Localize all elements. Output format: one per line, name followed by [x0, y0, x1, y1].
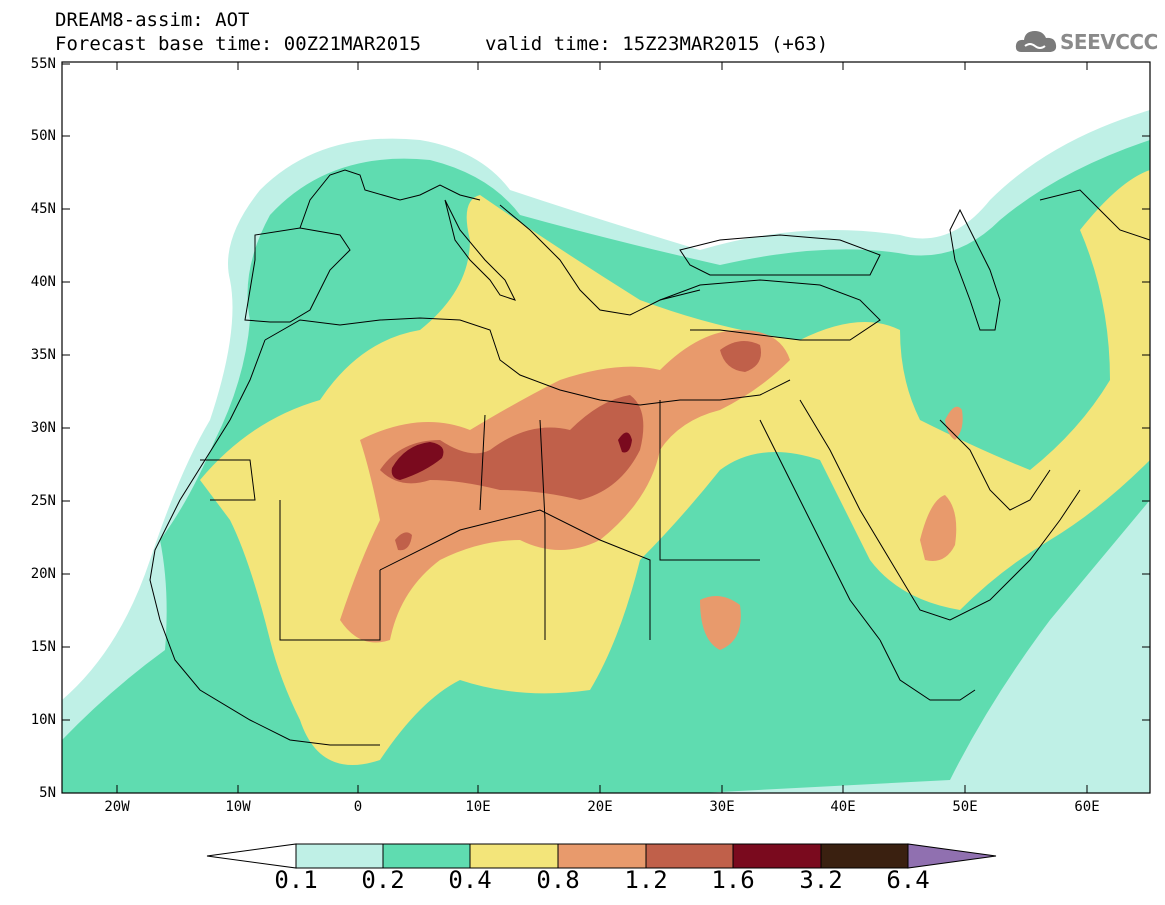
map-title: DREAM8-assim: AOT — [55, 9, 250, 31]
colorbar-bin-2 — [382, 843, 471, 869]
colorbar-bin-7 — [820, 843, 909, 869]
valid-time: valid time: 15Z23MAR2015 (+63) — [485, 33, 829, 55]
colorbar-label-1-2: 1.2 — [624, 866, 668, 894]
lon-label-30e: 30E — [709, 799, 735, 815]
colorbar-label-0-2: 0.2 — [361, 866, 405, 894]
lat-label-20n: 20N — [30, 566, 56, 582]
colorbar-label-0-4: 0.4 — [448, 866, 492, 894]
colorbar-label-0-8: 0.8 — [536, 866, 580, 894]
colorbar-bin-5 — [645, 843, 734, 869]
axis-ticks — [62, 62, 1150, 793]
colorbar-label-0-1: 0.1 — [274, 866, 318, 894]
forecast-base-time: Forecast base time: 00Z21MAR2015 — [55, 33, 422, 55]
lon-label-10e: 10E — [465, 799, 491, 815]
lat-label-15n: 15N — [30, 639, 56, 655]
colorbar-bin-6 — [732, 843, 822, 869]
lat-label-40n: 40N — [30, 274, 56, 290]
colorbar-label-6-4: 6.4 — [886, 866, 930, 894]
colorbar — [206, 843, 997, 869]
lat-label-45n: 45N — [30, 201, 56, 217]
cloud-icon — [1015, 31, 1057, 52]
lon-label-20e: 20E — [587, 799, 613, 815]
colorbar-bin-4 — [557, 843, 647, 869]
lat-label-30n: 30N — [30, 420, 56, 436]
lat-label-25n: 25N — [30, 493, 56, 509]
lon-label-50e: 50E — [952, 799, 978, 815]
lat-label-10n: 10N — [30, 712, 56, 728]
lon-label-0: 0 — [353, 799, 363, 815]
lat-label-50n: 50N — [30, 128, 56, 144]
lat-label-55n: 55N — [30, 56, 56, 72]
seevccc-logo — [1015, 31, 1057, 52]
colorbar-bin-1 — [295, 843, 384, 869]
colorbar-label-3-2: 3.2 — [799, 866, 843, 894]
colorbar-high-arrow — [907, 843, 997, 869]
colorbar-label-1-6: 1.6 — [711, 866, 755, 894]
lon-label-10w: 10W — [225, 799, 251, 815]
lat-label-5n: 5N — [39, 785, 56, 801]
colorbar-low-arrow — [206, 843, 297, 869]
colorbar-bin-3 — [469, 843, 559, 869]
coastlines-borders — [149, 169, 1150, 746]
lat-label-35n: 35N — [30, 347, 56, 363]
lon-label-60e: 60E — [1074, 799, 1100, 815]
lon-label-20w: 20W — [104, 799, 130, 815]
lon-label-40e: 40E — [830, 799, 856, 815]
logo-text: SEEVCCC — [1060, 30, 1158, 54]
